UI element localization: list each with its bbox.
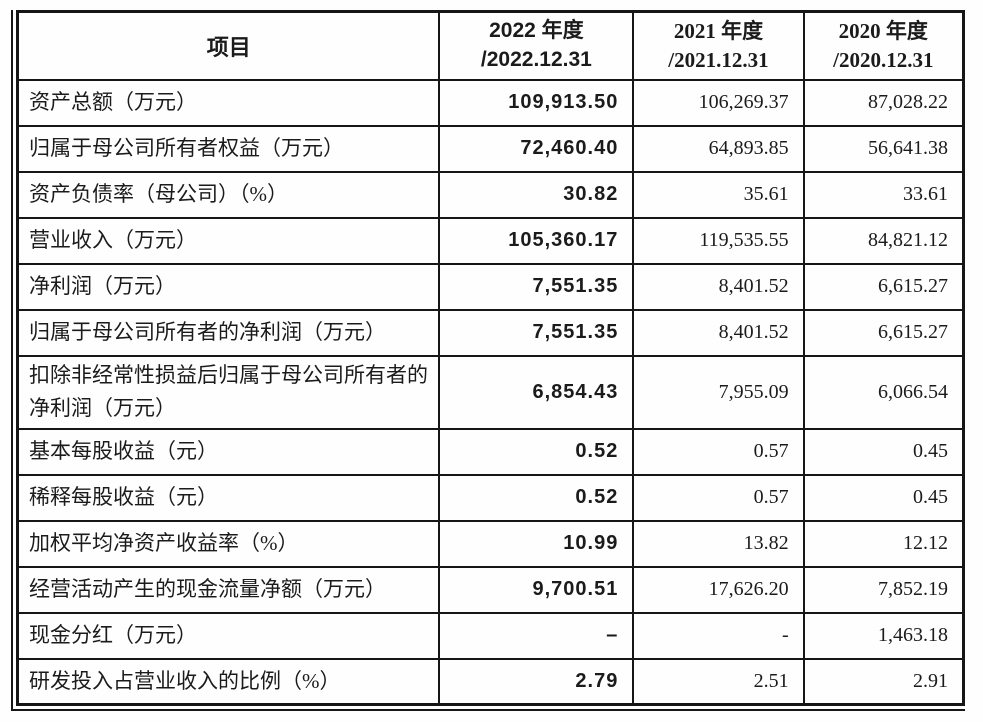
value-2021: - — [632, 611, 805, 660]
row-label: 净利润（万元） — [16, 262, 441, 311]
table-row-parent-net-profit: 归属于母公司所有者的净利润（万元） 7,551.35 8,401.52 6,61… — [16, 308, 965, 357]
value-2021: 0.57 — [632, 427, 805, 476]
value-2021: 106,269.37 — [632, 78, 805, 127]
column-header-2020: 2020 年度 /2020.12.31 — [802, 10, 965, 81]
value-2022: – — [438, 611, 635, 660]
row-label: 归属于母公司所有者权益（万元） — [16, 124, 441, 173]
value-2020: 12.12 — [802, 519, 965, 568]
value-2020: 84,821.12 — [802, 216, 965, 265]
table-row-cash-dividend: 现金分红（万元） – - 1,463.18 — [16, 611, 965, 660]
value-2022: 2.79 — [438, 657, 635, 706]
row-label: 资产负债率（母公司）（%） — [16, 170, 441, 219]
header-2021-line1: 2021 年度 — [673, 19, 764, 44]
row-label: 研发投入占营业收入的比例（%） — [16, 657, 441, 706]
value-2021: 13.82 — [632, 519, 805, 568]
value-2020: 2.91 — [802, 657, 965, 706]
header-2021-line2: /2021.12.31 — [668, 47, 769, 72]
value-2022: 7,551.35 — [438, 308, 635, 357]
row-label: 经营活动产生的现金流量净额（万元） — [16, 565, 441, 614]
row-label: 营业收入（万元） — [16, 216, 441, 265]
value-2020: 87,028.22 — [802, 78, 965, 127]
table-row-total-assets: 资产总额（万元） 109,913.50 106,269.37 87,028.22 — [16, 78, 965, 127]
value-2022: 0.52 — [438, 473, 635, 522]
row-label: 资产总额（万元） — [16, 78, 441, 127]
value-2021: 17,626.20 — [632, 565, 805, 614]
table-row-operating-cash-flow: 经营活动产生的现金流量净额（万元） 9,700.51 17,626.20 7,8… — [16, 565, 965, 614]
row-label: 基本每股收益（元） — [16, 427, 441, 476]
value-2020: 33.61 — [802, 170, 965, 219]
table-row-parent-equity: 归属于母公司所有者权益（万元） 72,460.40 64,893.85 56,6… — [16, 124, 965, 173]
row-label: 稀释每股收益（元） — [16, 473, 441, 522]
row-label: 扣除非经常性损益后归属于母公司所有者的净利润（万元） — [16, 354, 441, 430]
value-2022: 10.99 — [438, 519, 635, 568]
value-2021: 64,893.85 — [632, 124, 805, 173]
column-header-2021: 2021 年度 /2021.12.31 — [632, 10, 805, 81]
value-2022: 6,854.43 — [438, 354, 635, 430]
value-2022: 72,460.40 — [438, 124, 635, 173]
header-2020-line1: 2020 年度 — [838, 19, 928, 44]
header-row: 项目 2022 年度 /2022.12.31 2021 年度 /2021.12.… — [16, 10, 965, 81]
column-header-2022: 2022 年度 /2022.12.31 — [438, 10, 635, 81]
row-label: 现金分红（万元） — [16, 611, 441, 660]
value-2022: 7,551.35 — [438, 262, 635, 311]
table-row-debt-ratio: 资产负债率（母公司）（%） 30.82 35.61 33.61 — [16, 170, 965, 219]
table-row-rd-ratio: 研发投入占营业收入的比例（%） 2.79 2.51 2.91 — [16, 657, 965, 706]
row-label: 加权平均净资产收益率（%） — [16, 519, 441, 568]
table-row-revenue: 营业收入（万元） 105,360.17 119,535.55 84,821.12 — [16, 216, 965, 265]
value-2020: 6,066.54 — [802, 354, 965, 430]
header-2022-line1: 2022 年度 — [489, 19, 584, 43]
row-label: 归属于母公司所有者的净利润（万元） — [16, 308, 441, 357]
value-2020: 0.45 — [802, 473, 965, 522]
value-2020: 6,615.27 — [802, 308, 965, 357]
value-2021: 119,535.55 — [632, 216, 805, 265]
header-2022-line2: /2022.12.31 — [480, 47, 592, 71]
value-2020: 1,463.18 — [802, 611, 965, 660]
value-2021: 8,401.52 — [632, 262, 805, 311]
table-row-net-profit-excl-nonrecurring: 扣除非经常性损益后归属于母公司所有者的净利润（万元） 6,854.43 7,95… — [16, 354, 965, 430]
table-row-net-profit: 净利润（万元） 7,551.35 8,401.52 6,615.27 — [16, 262, 965, 311]
value-2022: 105,360.17 — [438, 216, 635, 265]
value-2022: 0.52 — [438, 427, 635, 476]
value-2021: 0.57 — [632, 473, 805, 522]
value-2022: 9,700.51 — [438, 565, 635, 614]
value-2021: 2.51 — [632, 657, 805, 706]
value-2021: 8,401.52 — [632, 308, 805, 357]
value-2020: 6,615.27 — [802, 262, 965, 311]
table-row-basic-eps: 基本每股收益（元） 0.52 0.57 0.45 — [16, 427, 965, 476]
table-row-weighted-roe: 加权平均净资产收益率（%） 10.99 13.82 12.12 — [16, 519, 965, 568]
table-row-diluted-eps: 稀释每股收益（元） 0.52 0.57 0.45 — [16, 473, 965, 522]
value-2021: 35.61 — [632, 170, 805, 219]
financial-summary-table: 项目 2022 年度 /2022.12.31 2021 年度 /2021.12.… — [16, 10, 965, 706]
header-2020-line2: /2020.12.31 — [833, 47, 934, 72]
financial-summary-table-frame: 项目 2022 年度 /2022.12.31 2021 年度 /2021.12.… — [11, 10, 965, 711]
column-header-item: 项目 — [16, 10, 441, 81]
value-2022: 109,913.50 — [438, 78, 635, 127]
value-2020: 56,641.38 — [802, 124, 965, 173]
value-2020: 7,852.19 — [802, 565, 965, 614]
value-2022: 30.82 — [438, 170, 635, 219]
value-2020: 0.45 — [802, 427, 965, 476]
value-2021: 7,955.09 — [632, 354, 805, 430]
